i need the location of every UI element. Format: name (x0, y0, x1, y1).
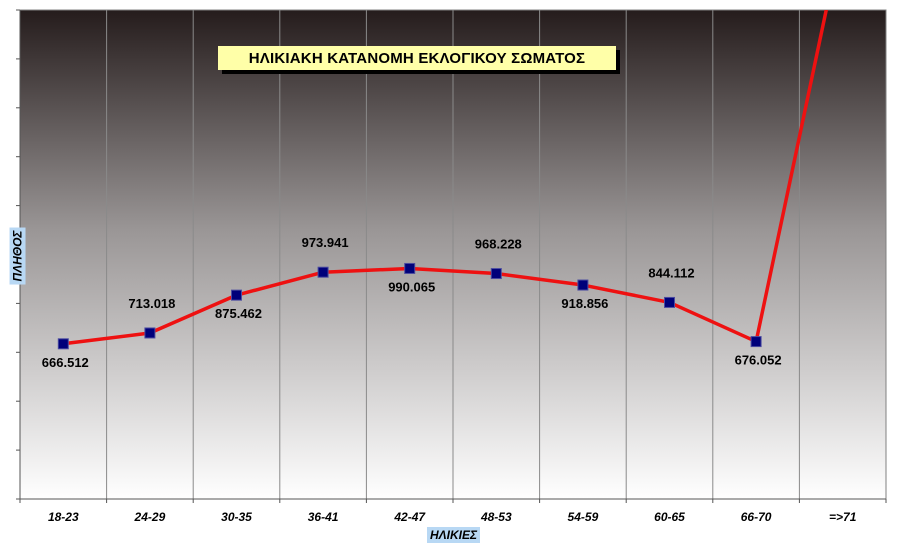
data-label-24-29: 713.018 (128, 296, 175, 311)
series-line-path (61, 10, 829, 346)
series-markers (57, 262, 762, 350)
x-tick-labels: 18-23 24-29 30-35 36-41 42-47 48-53 54-59 60-65… (48, 510, 857, 524)
data-label-54-59: 918.856 (561, 296, 608, 311)
data-point-66-70 (750, 336, 762, 348)
x-tick-label-30-35: 30-35 (221, 510, 252, 524)
x-tick-label-48-53: 48-53 (480, 510, 512, 524)
data-point-48-53 (490, 268, 502, 280)
gridlines (106, 10, 800, 499)
x-tick-label-66-70: 66-70 (741, 510, 772, 524)
x-tick-label-24-29: 24-29 (134, 510, 166, 524)
data-point-42-47 (404, 262, 416, 274)
x-tick-label-42-47: 42-47 (393, 510, 426, 524)
x-tick-label-18-23: 18-23 (48, 510, 79, 524)
x-tick-label-36-41: 36-41 (308, 510, 339, 524)
series-line (61, 10, 829, 346)
data-label-18-23: 666.512 (42, 355, 89, 370)
data-point-54-59 (577, 279, 589, 291)
data-label-42-47: 990.065 (388, 279, 435, 294)
data-label-66-70: 676.052 (735, 353, 782, 368)
data-label-36-41: 973.941 (302, 235, 349, 250)
data-point-18-23 (57, 338, 69, 350)
data-label-30-35: 875.462 (215, 306, 262, 321)
x-axis-label: ΗΛΙΚΙΕΣ (427, 527, 481, 543)
y-axis-label: ΠΛΗΘΟΣ (9, 227, 26, 285)
data-label-60-65: 844.112 (648, 265, 694, 280)
data-point-60-65 (664, 296, 675, 308)
data-label-48-53: 968.228 (475, 237, 522, 252)
x-tick-label-=>71: =>71 (829, 510, 857, 524)
chart-title: ΗΛΙΚΙΑΚΗ ΚΑΤΑΝΟΜΗ ΕΚΛΟΓΙΚΟΥ ΣΩΜΑΤΟΣ (218, 46, 616, 70)
data-point-30-35 (231, 289, 242, 301)
data-point-36-41 (317, 266, 329, 278)
x-tick-label-60-65: 60-65 (654, 510, 685, 524)
x-tick-label-54-59: 54-59 (568, 510, 599, 524)
data-point-24-29 (144, 327, 156, 339)
data-labels: 666.512 713.018 875.462 973.941 990.065 968.2… (42, 235, 782, 370)
